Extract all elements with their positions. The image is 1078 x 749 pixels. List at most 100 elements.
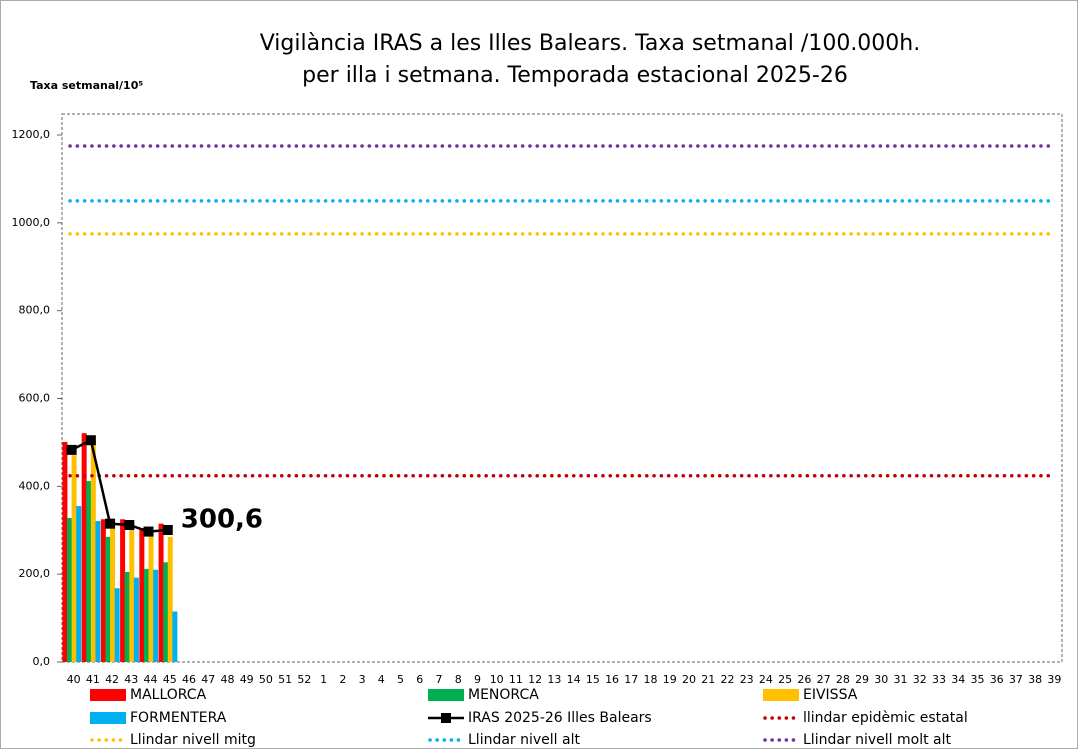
marker (124, 519, 135, 530)
x-tick-label: 47 (201, 673, 215, 686)
bar (120, 519, 126, 662)
x-tick-label: 36 (990, 673, 1004, 686)
x-tick-label: 7 (436, 673, 443, 686)
legend-label: FORMENTERA (130, 710, 227, 726)
x-tick-label: 51 (278, 673, 292, 686)
bar (90, 440, 96, 662)
marker (162, 524, 173, 535)
bar (81, 433, 87, 662)
x-tick-label: 45 (163, 673, 177, 686)
x-tick-label: 5 (397, 673, 404, 686)
x-tick-label: 22 (720, 673, 734, 686)
legend-label: Llindar nivell molt alt (803, 732, 952, 748)
bar (124, 571, 130, 662)
legend-label: Llindar nivell mitg (130, 732, 256, 748)
bar (153, 569, 159, 662)
y-axis-label: Taxa setmanal/10⁵ (30, 79, 143, 92)
x-tick-label: 25 (778, 673, 792, 686)
y-tick-label: 800,0 (19, 304, 51, 317)
marker (85, 435, 96, 446)
x-tick-label: 12 (528, 673, 542, 686)
x-tick-label: 11 (509, 673, 523, 686)
marker (105, 518, 116, 529)
x-tick-label: 13 (547, 673, 561, 686)
bar (158, 523, 164, 662)
bar (62, 441, 68, 662)
x-tick-label: 28 (836, 673, 850, 686)
bar (110, 525, 116, 662)
x-tick-label: 2 (339, 673, 346, 686)
x-tick-label: 33 (932, 673, 946, 686)
x-tick-label: 18 (644, 673, 658, 686)
x-tick-label: 42 (105, 673, 119, 686)
legend-swatch (90, 712, 126, 724)
legend-label: Llindar nivell alt (468, 732, 580, 748)
chart-title: Vigilància IRAS a les Illes Balears. Tax… (260, 31, 921, 56)
chart-title: per illa i setmana. Temporada estacional… (302, 63, 848, 88)
y-tick-label: 200,0 (19, 567, 51, 580)
bar (100, 519, 106, 662)
bar (163, 562, 169, 662)
x-tick-label: 48 (220, 673, 234, 686)
bar (129, 523, 135, 662)
x-tick-label: 24 (759, 673, 773, 686)
bar (76, 506, 82, 662)
x-tick-label: 39 (1047, 673, 1061, 686)
y-tick-label: 600,0 (19, 392, 51, 405)
plot-area (61, 113, 1063, 663)
bar (114, 588, 120, 662)
bar (143, 568, 149, 662)
bar (67, 517, 73, 662)
legend-swatch (763, 689, 799, 701)
x-tick-label: 46 (182, 673, 196, 686)
x-tick-label: 23 (740, 673, 754, 686)
x-tick-label: 26 (797, 673, 811, 686)
x-tick-label: 52 (297, 673, 311, 686)
x-tick-label: 40 (67, 673, 81, 686)
x-tick-label: 38 (1028, 673, 1042, 686)
data-label: 300,6 (181, 504, 263, 534)
marker (66, 444, 77, 455)
x-tick-label: 41 (86, 673, 100, 686)
legend-swatch (90, 689, 126, 701)
bar (167, 536, 173, 662)
x-tick-label: 21 (701, 673, 715, 686)
legend-swatch (441, 713, 451, 723)
bar (95, 521, 101, 662)
x-tick-label: 10 (490, 673, 504, 686)
legend-label: EIVISSA (803, 687, 858, 703)
x-tick-label: 17 (624, 673, 638, 686)
x-tick-label: 49 (240, 673, 254, 686)
bar (86, 481, 92, 662)
x-tick-label: 50 (259, 673, 273, 686)
x-tick-label: 34 (951, 673, 965, 686)
legend-label: MENORCA (468, 687, 539, 703)
marker (143, 526, 154, 537)
x-tick-label: 3 (359, 673, 366, 686)
bar (105, 536, 111, 662)
x-tick-label: 16 (605, 673, 619, 686)
x-tick-label: 44 (144, 673, 158, 686)
x-tick-label: 19 (663, 673, 677, 686)
y-tick-label: 1200,0 (12, 128, 51, 141)
x-tick-label: 37 (1009, 673, 1023, 686)
legend-label: llindar epidèmic estatal (803, 710, 968, 726)
legend-swatch (428, 689, 464, 701)
x-tick-label: 35 (970, 673, 984, 686)
x-tick-label: 29 (855, 673, 869, 686)
legend-label: MALLORCA (130, 687, 207, 703)
x-tick-label: 27 (817, 673, 831, 686)
y-tick-label: 400,0 (19, 479, 51, 492)
bar (172, 611, 178, 662)
x-tick-label: 6 (416, 673, 423, 686)
x-tick-label: 20 (682, 673, 696, 686)
x-tick-label: 1 (320, 673, 327, 686)
y-tick-label: 1000,0 (12, 216, 51, 229)
bar (133, 577, 139, 662)
bar (71, 455, 77, 662)
x-tick-label: 4 (378, 673, 385, 686)
bar (148, 534, 154, 662)
x-tick-label: 15 (586, 673, 600, 686)
x-tick-label: 30 (874, 673, 888, 686)
